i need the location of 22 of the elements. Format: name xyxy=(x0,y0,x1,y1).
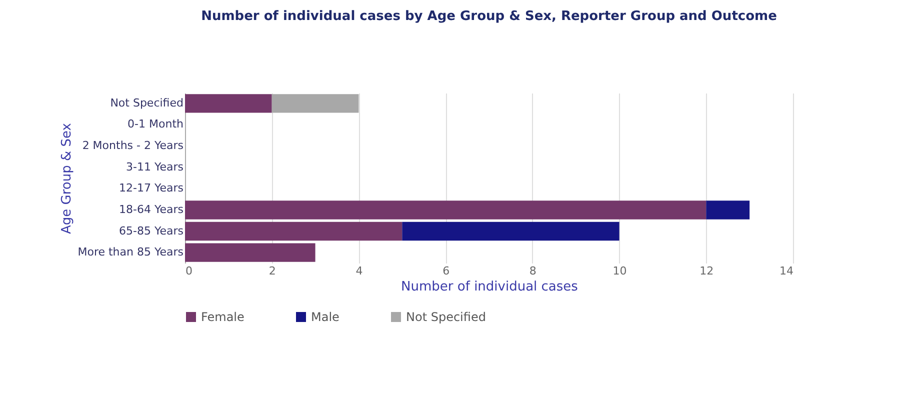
y-tick-label: 3-11 Years xyxy=(126,160,184,174)
x-tick-label: 8 xyxy=(529,264,536,278)
y-tick-label: Not Specified xyxy=(110,96,184,110)
legend-label: Female xyxy=(201,310,244,324)
x-tick-label: 10 xyxy=(612,264,627,278)
y-tick-label: 0-1 Month xyxy=(128,118,184,131)
y-tick-label: 2 Months - 2 Years xyxy=(82,139,184,152)
chart-title: Number of individual cases by Age Group & Sex, Reporter Group and Outcome xyxy=(201,9,778,24)
y-tick-label: 12-17 Years xyxy=(119,182,184,195)
x-tick-label: 12 xyxy=(700,264,714,278)
x-tick-label: 6 xyxy=(442,264,450,278)
x-tick-label: 2 xyxy=(268,264,276,278)
y-tick-label: 65-85 Years xyxy=(119,224,184,238)
y-tick-label: More than 85 Years xyxy=(78,246,184,259)
legend-label: Male xyxy=(311,310,340,324)
legend-label: Not Specified xyxy=(406,310,486,324)
y-axis-title: Age Group & Sex xyxy=(60,122,75,234)
x-axis-title: Number of individual cases xyxy=(401,280,578,294)
y-tick-label: 18-64 Years xyxy=(119,202,184,216)
x-tick-label: 0 xyxy=(186,264,192,278)
x-tick-label: 14 xyxy=(780,264,794,278)
x-tick-label: 4 xyxy=(356,264,363,278)
